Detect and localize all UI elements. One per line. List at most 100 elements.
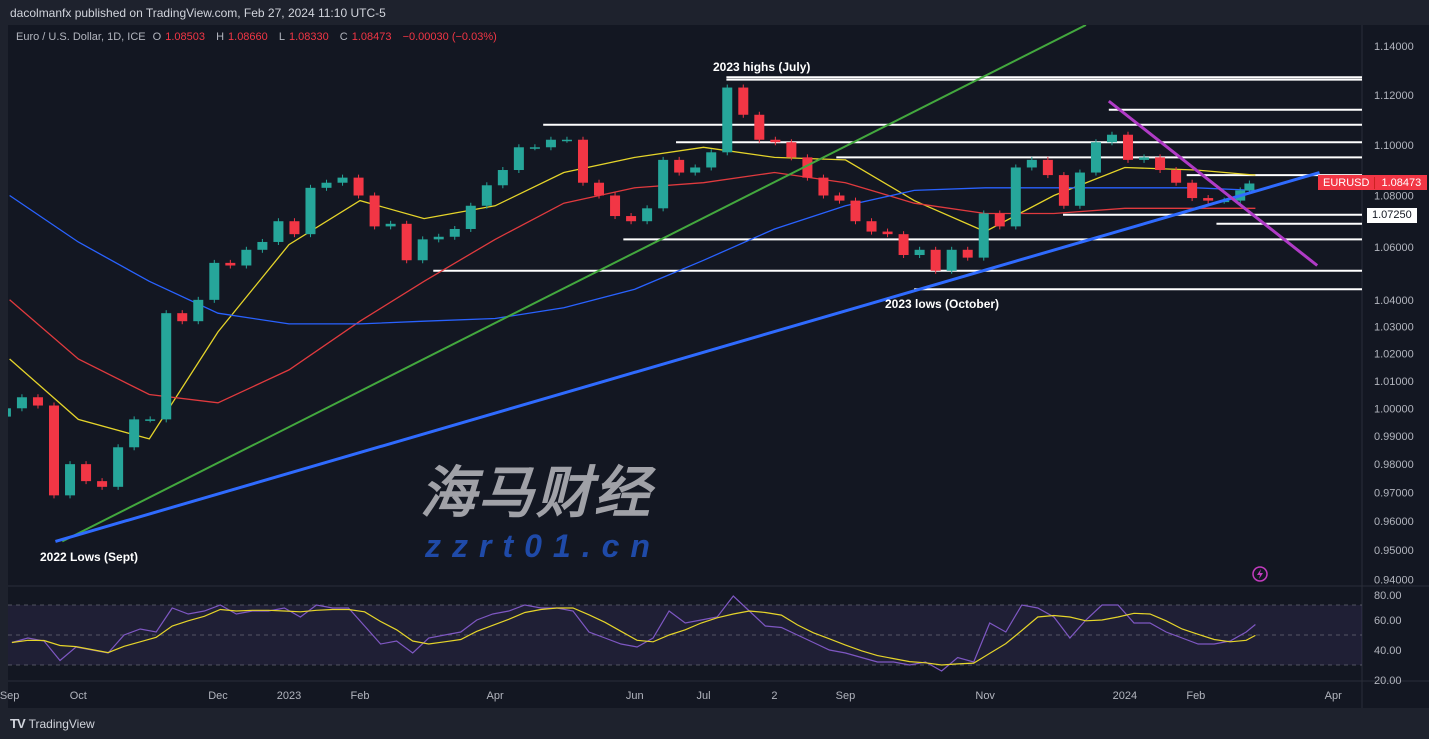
candle: [802, 157, 813, 178]
symbol-name: Euro / U.S. Dollar, 1D, ICE: [16, 31, 146, 43]
watermark-cn: 海马财经: [420, 461, 652, 524]
candle: [1026, 159, 1037, 168]
candle: [561, 139, 572, 142]
annotation-2023-lows: 2023 lows (October): [885, 297, 1000, 311]
price-tick-label: 1.03000: [1374, 322, 1414, 334]
candle: [706, 152, 717, 168]
ohlc-low: L 1.08330: [279, 31, 333, 43]
candle: [353, 177, 364, 196]
price-tick-label: 0.95000: [1374, 545, 1414, 557]
rsi-axis[interactable]: 80.00 60.00 40.00 20.00: [1374, 590, 1402, 687]
candle: [610, 195, 621, 217]
candle: [1106, 134, 1117, 143]
open-label: O: [152, 31, 162, 43]
candle: [722, 87, 733, 153]
candle: [1074, 172, 1085, 206]
candle: [594, 182, 605, 196]
price-tick-label: 0.94000: [1374, 574, 1414, 586]
candle: [1010, 167, 1021, 227]
candles: [8, 84, 1255, 499]
candle: [1171, 170, 1182, 183]
candle: [882, 231, 893, 235]
candle: [962, 249, 973, 258]
time-axis[interactable]: Sep Oct Dec 2023 Feb Apr Jun Jul 2 Sep Nov 2024 Feb A…: [0, 690, 1342, 702]
price-tick-label: 1.12000: [1374, 90, 1414, 102]
candle: [658, 159, 669, 209]
candle: [369, 195, 380, 227]
candle: [113, 447, 124, 487]
price-tick-label: 1.08000: [1374, 190, 1414, 202]
price-tick-label: 1.14000: [1374, 41, 1414, 53]
candle: [866, 221, 877, 232]
watermark-site: zzrt01.cn: [425, 528, 661, 564]
candle: [674, 159, 685, 173]
candle: [209, 262, 220, 300]
change-value: −0.00030 (−0.03%): [402, 31, 497, 43]
purple-trendline: [1107, 99, 1319, 267]
trendlines[interactable]: [54, 25, 1320, 543]
time-tick-label: Nov: [975, 690, 995, 702]
high-label: H: [216, 31, 225, 43]
candle: [161, 313, 172, 420]
time-tick-label: Dec: [208, 690, 228, 702]
symbol-legend: Euro / U.S. Dollar, 1D, ICE O 1.08503 H 1.…: [16, 31, 501, 43]
annotation-2022-lows: 2022 Lows (Sept): [40, 550, 139, 564]
candle: [65, 464, 76, 496]
candle: [129, 419, 140, 448]
price-axis[interactable]: 1.14000 1.12000 1.10000 1.08000 1.06000 1.040…: [1374, 41, 1414, 586]
candle: [529, 147, 540, 149]
candle: [994, 213, 1005, 227]
price-tick-label: 1.10000: [1374, 140, 1414, 152]
time-tick-label: Feb: [1186, 690, 1205, 702]
chart-panel[interactable]: [8, 25, 1429, 708]
high-value: 1.08660: [228, 31, 268, 43]
candle: [8, 408, 11, 417]
candle: [818, 177, 829, 196]
green-trendline: [61, 25, 1087, 543]
price-tick-label: 1.04000: [1374, 295, 1414, 307]
symbol-tag: EURUSD: [1318, 176, 1376, 189]
time-tick-label: Jul: [696, 690, 710, 702]
candle: [481, 185, 492, 206]
ma100-line: [9, 171, 1256, 404]
price-tick-label: 0.98000: [1374, 459, 1414, 471]
candle: [497, 170, 508, 186]
candle: [545, 139, 556, 148]
tradingview-footer[interactable]: TV TradingView: [10, 716, 95, 731]
ma200-line: [9, 187, 1256, 325]
price-tick-label: 0.97000: [1374, 488, 1414, 500]
blue-trendline: [54, 171, 1320, 543]
candle: [850, 200, 861, 222]
candle: [465, 205, 476, 229]
candle: [241, 249, 252, 266]
time-tick-label: 2: [771, 690, 777, 702]
candle: [433, 236, 444, 240]
open-value: 1.08503: [165, 31, 205, 43]
candle: [978, 213, 989, 258]
ohlc-high: H 1.08660: [216, 31, 272, 43]
lightning-icon[interactable]: [1252, 566, 1268, 582]
candle: [1203, 198, 1214, 201]
last-price: 1.08473: [1381, 176, 1422, 189]
candle: [738, 87, 749, 115]
time-tick-label: Sep: [0, 690, 19, 702]
candle: [385, 223, 396, 227]
rsi-tick-label: 40.00: [1374, 645, 1402, 657]
price-tick-label: 1.01000: [1374, 376, 1414, 388]
candle: [786, 142, 797, 158]
candle: [946, 249, 957, 271]
candle: [193, 299, 204, 322]
candle: [1123, 134, 1134, 160]
low-label: L: [278, 31, 285, 43]
candle: [321, 182, 332, 188]
candle: [81, 464, 92, 482]
candle: [914, 249, 925, 256]
horizontal-levels: [433, 76, 1362, 291]
candle: [834, 195, 845, 201]
candle: [1187, 182, 1198, 199]
annotation-2023-highs: 2023 highs (July): [713, 60, 811, 74]
ohlc-close: C 1.08473: [340, 31, 396, 43]
moving-averages: [9, 146, 1256, 440]
level-price-tag: 1.07250: [1367, 208, 1417, 223]
